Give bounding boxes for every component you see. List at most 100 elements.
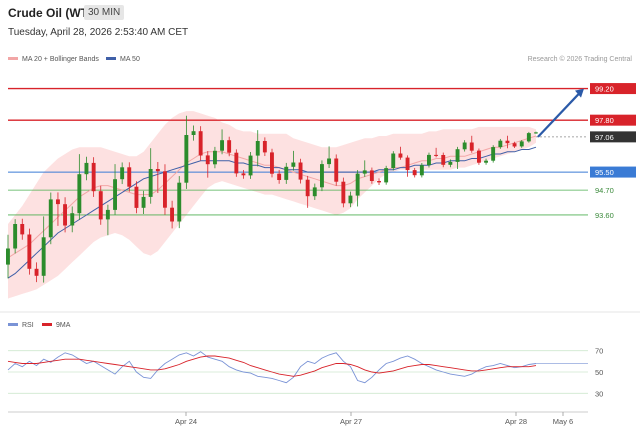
- candle-body: [141, 196, 146, 208]
- candle-body: [198, 131, 203, 156]
- candle-body: [155, 169, 160, 172]
- candle-body: [63, 204, 67, 226]
- candle-body: [305, 179, 310, 197]
- candle-body: [491, 147, 496, 161]
- candle-body: [355, 173, 360, 196]
- candle-body: [534, 132, 538, 134]
- timeframe-badge[interactable]: 30 MIN: [84, 5, 125, 20]
- candle-body: [205, 155, 210, 165]
- candle-body: [477, 150, 481, 163]
- candle-body: [434, 154, 438, 156]
- candle-body: [519, 141, 524, 147]
- level-label-95.50: 95.50: [595, 168, 614, 177]
- candle-body: [34, 268, 39, 276]
- candle-body: [448, 161, 453, 165]
- datetime-label: Tuesday, April 28, 2026 2:53:40 AM CET: [8, 27, 189, 38]
- candle-body: [377, 181, 381, 183]
- rsi-tick-label: 70: [595, 347, 603, 356]
- x-tick-label: May 6: [553, 417, 573, 426]
- price-plot: 99.20 97.80 97.06 95.50 94.70 93.60: [0, 83, 640, 313]
- candle-body: [48, 199, 53, 238]
- rsi-tick-label: 30: [595, 389, 603, 398]
- candle-body: [41, 237, 46, 276]
- rsi-legend: RSI 9MA: [8, 322, 71, 329]
- candle-body: [98, 191, 103, 220]
- candle-body: [241, 173, 246, 176]
- candle-body: [248, 155, 253, 176]
- target-arrow-head: [575, 88, 584, 98]
- candle-body: [227, 140, 232, 153]
- candle-body: [405, 157, 410, 171]
- candle-body: [70, 213, 75, 226]
- candle-body: [213, 150, 217, 165]
- candle-body: [91, 162, 96, 192]
- candle-body: [191, 131, 196, 135]
- x-tick-label: Apr 27: [340, 417, 362, 426]
- candle-body: [56, 199, 60, 205]
- price-legend: MA 20 + Bollinger Bands MA 50 Research ©…: [8, 55, 632, 63]
- candle-body: [291, 162, 296, 167]
- candle-body: [526, 133, 531, 142]
- candle-body: [384, 168, 389, 183]
- candle-body: [462, 142, 467, 150]
- chart-header: Crude Oil (WTI) 30 MIN Tuesday, April 28…: [0, 0, 640, 50]
- candle-body: [220, 140, 224, 151]
- rsi-ma-legend-label: 9MA: [56, 322, 71, 329]
- candle-body: [427, 154, 431, 166]
- ma50-legend-label: MA 50: [120, 56, 140, 63]
- candle-body: [498, 140, 503, 148]
- candle-body: [262, 141, 267, 153]
- ma20-legend-swatch: [8, 57, 18, 60]
- candle-body: [170, 207, 174, 222]
- rsi-legend-label: RSI: [22, 322, 34, 329]
- candle-body: [77, 174, 82, 214]
- candle-body: [20, 224, 25, 235]
- rsi-ma-legend-swatch: [42, 323, 52, 326]
- rsi-tick-label: 50: [595, 368, 603, 377]
- candle-body: [255, 141, 260, 156]
- level-label-97.06: 97.06: [595, 133, 614, 142]
- candle-body: [312, 187, 317, 197]
- candle-body: [334, 158, 339, 182]
- candle-body: [134, 186, 139, 208]
- bollinger-band: [8, 111, 536, 299]
- candle-body: [184, 135, 189, 183]
- candle-body: [234, 152, 239, 174]
- candle-body: [105, 209, 110, 220]
- research-credit: Research © 2026 Trading Central: [528, 55, 633, 63]
- candle-body: [348, 195, 353, 204]
- rsi-plot: 70 50 30: [7, 347, 603, 398]
- candle-body: [177, 182, 182, 222]
- level-label-94.70: 94.70: [595, 186, 614, 195]
- candle-body: [298, 162, 303, 180]
- instrument-title: Crude Oil (WTI): [8, 6, 96, 20]
- candle-body: [270, 152, 274, 174]
- candle-body: [362, 170, 367, 174]
- candle-body: [341, 181, 346, 204]
- candle-body: [113, 179, 117, 210]
- candle-body: [512, 143, 517, 147]
- x-tick-label: Apr 24: [175, 417, 197, 426]
- level-label-97.80: 97.80: [595, 116, 614, 125]
- candle-body: [419, 165, 424, 176]
- ma50-legend-swatch: [106, 57, 116, 60]
- candle-body: [127, 167, 132, 187]
- level-tag-95.50: [590, 166, 636, 178]
- candle-body: [398, 153, 403, 158]
- level-label-99.20: 99.20: [595, 85, 614, 94]
- level-label-93.60: 93.60: [595, 211, 614, 220]
- candle-body: [412, 170, 417, 176]
- level-tag-99.20: [590, 83, 636, 95]
- x-axis: Apr 24 Apr 27 Apr 28 May 6: [8, 411, 588, 426]
- candle-body: [13, 224, 18, 249]
- x-tick-label: Apr 28: [505, 417, 527, 426]
- ma20-legend-label: MA 20 + Bollinger Bands: [22, 56, 99, 63]
- target-arrow-shaft: [537, 91, 581, 138]
- candle-body: [284, 166, 289, 180]
- candle-body: [441, 155, 446, 165]
- rsi-line: [7, 351, 537, 384]
- candle-body: [148, 169, 153, 197]
- candle-body: [120, 167, 125, 180]
- level-tag-97.80: [590, 114, 636, 126]
